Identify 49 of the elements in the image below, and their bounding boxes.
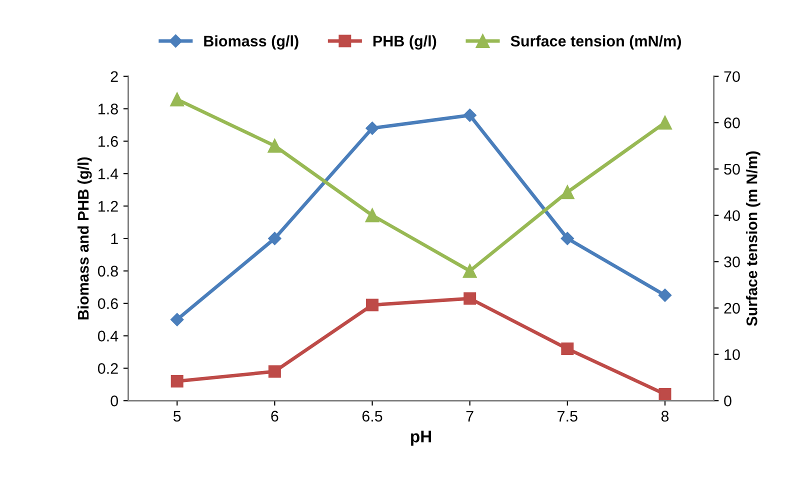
point — [268, 138, 282, 153]
point — [268, 232, 282, 246]
point — [658, 388, 672, 400]
y2-tick-label: 10 — [724, 349, 740, 360]
point — [561, 342, 574, 356]
y2-axis-title: Surface tension (m N/m) — [746, 151, 760, 326]
y-tick-label: 0.6 — [98, 298, 118, 310]
point — [658, 288, 672, 302]
y2-tick-label: 60 — [724, 118, 740, 128]
x-tick-label: 6.5 — [362, 410, 382, 422]
point — [464, 292, 476, 305]
y2-tick-label: 40 — [724, 210, 740, 222]
x-tick-label: 7.5 — [558, 410, 578, 422]
point — [365, 208, 380, 222]
x-tick-label: 7 — [466, 410, 474, 422]
y-tick-label: 1.8 — [98, 104, 118, 114]
point — [366, 298, 379, 312]
y-tick-label: 0.4 — [98, 330, 118, 342]
legend-label: PHB (g/l) — [373, 35, 436, 50]
x-tick-label: 5 — [173, 410, 181, 422]
y-tick-label: 1.4 — [98, 168, 118, 180]
y-tick-label: 1.6 — [98, 136, 118, 147]
point — [463, 108, 476, 122]
y2-tick-label: 70 — [724, 71, 740, 82]
point — [170, 313, 184, 326]
y2-tick-label: 30 — [724, 256, 740, 268]
y-tick-label: 0 — [110, 396, 118, 406]
legend-label: Biomass (g/l) — [204, 35, 298, 50]
point — [366, 122, 379, 135]
y-tick-label: 1.2 — [98, 200, 118, 212]
y2-tick-label: 20 — [724, 302, 740, 314]
y-axis-title: Biomass and PHB (g/l) — [78, 157, 92, 320]
y2-tick-label: 0 — [724, 396, 732, 406]
y-tick-label: 1 — [111, 234, 118, 244]
legend-label: Surface tension (mN/m) — [510, 35, 681, 50]
point — [462, 264, 477, 278]
point — [170, 92, 184, 106]
x-axis-title: pH — [411, 430, 432, 446]
point — [658, 116, 672, 130]
point — [170, 374, 184, 388]
x-tick-label: 6 — [271, 410, 278, 422]
x-tick-label: 8 — [661, 410, 669, 422]
point — [268, 365, 281, 378]
y-tick-label: 0.8 — [98, 266, 118, 277]
point — [560, 185, 574, 200]
y2-tick-label: 50 — [724, 164, 740, 175]
y-tick-label: 0.2 — [98, 363, 118, 374]
point — [560, 232, 574, 246]
y-tick-label: 2 — [110, 71, 118, 82]
